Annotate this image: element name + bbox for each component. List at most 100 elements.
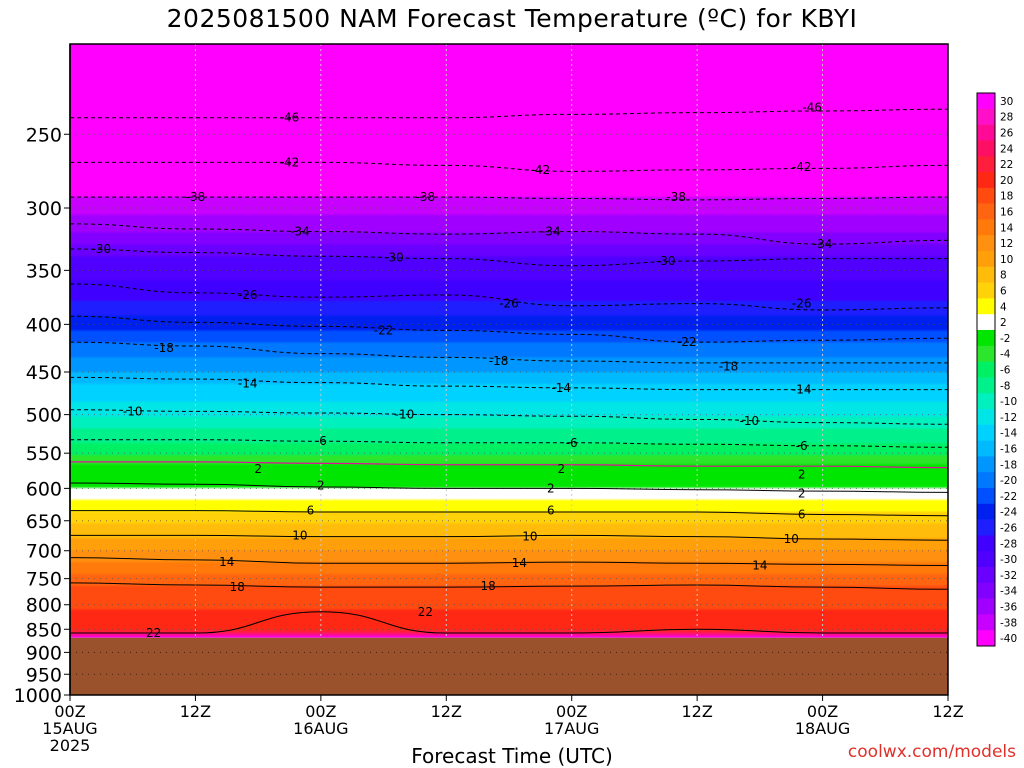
colorbar-swatch	[977, 330, 995, 347]
x-tick-label: 00Z	[556, 702, 587, 721]
x-tick-label: 12Z	[681, 702, 712, 721]
y-tick-label: 550	[26, 443, 62, 465]
contour-label: -42	[280, 155, 300, 169]
colorbar-frame	[976, 92, 996, 647]
colorbar-swatch	[977, 393, 995, 410]
colorbar-swatch	[977, 567, 995, 584]
colorbar-swatch	[977, 472, 995, 489]
contour-label: 18	[480, 579, 495, 593]
contour-label: -38	[666, 190, 686, 204]
isotherm-line	[70, 283, 948, 311]
contour-label: -26	[499, 297, 519, 311]
y-tick-label: 750	[26, 569, 62, 591]
x-tick-label: 15AUG	[42, 719, 97, 738]
x-tick-label: 2025	[50, 736, 91, 755]
isotherm-line	[70, 196, 948, 201]
colorbar-swatch	[977, 235, 995, 252]
contour-label: 22	[146, 626, 161, 640]
y-tick-label: 400	[26, 314, 62, 336]
contour-label: 14	[219, 555, 234, 569]
contour-label: -6	[315, 434, 327, 448]
colorbar-label: -28	[1000, 538, 1017, 550]
colorbar-swatch	[977, 503, 995, 520]
colorbar-swatch	[977, 203, 995, 220]
colorbar-label: -18	[1000, 459, 1017, 471]
colorbar-label: -38	[1000, 617, 1017, 629]
contour-label: -18	[154, 341, 174, 355]
colorbar-swatch	[977, 140, 995, 157]
contour-label: 6	[307, 504, 315, 518]
contour-label: -10	[740, 414, 760, 428]
colorbar-swatch	[977, 630, 995, 647]
isotherm-line	[70, 439, 948, 448]
contour-label: 6	[547, 504, 555, 518]
colorbar-label: 18	[1000, 191, 1013, 203]
contour-label: -22	[677, 335, 697, 349]
colorbar-swatch	[977, 440, 995, 457]
contour-label: 18	[230, 580, 245, 594]
colorbar-swatch	[977, 456, 995, 473]
colorbar-swatch	[977, 298, 995, 315]
terrain-block	[70, 637, 948, 695]
colorbar-label: -36	[1000, 602, 1017, 614]
colorbar-swatch	[977, 108, 995, 125]
colorbar-label: 24	[1000, 143, 1014, 155]
y-tick-label: 500	[26, 405, 62, 427]
y-tick-label: 450	[26, 362, 62, 384]
y-tick-label: 700	[26, 541, 62, 563]
contour-label: 2	[798, 487, 806, 501]
contour-label: -26	[792, 297, 812, 311]
colorbar-label: -4	[1000, 349, 1011, 361]
colorbar-label: 20	[1000, 175, 1013, 187]
y-tick-label: 900	[26, 642, 62, 664]
x-tick-label: 12Z	[932, 702, 963, 721]
contour-label: -42	[792, 160, 812, 174]
contour-label: -34	[813, 237, 833, 251]
contour-label: -6	[566, 436, 578, 450]
contour-label: -22	[374, 323, 394, 337]
y-tick-label: 850	[26, 619, 62, 641]
isotherm-line	[70, 248, 948, 267]
contour-label: -14	[238, 377, 258, 391]
contour-label: -26	[238, 288, 258, 302]
y-tick-label: 650	[26, 511, 62, 533]
isotherm-line	[70, 582, 948, 590]
colorbar-label: 6	[1000, 286, 1007, 298]
credit-link[interactable]: coolwx.com/models	[847, 742, 1016, 762]
contour-label: -18	[719, 360, 739, 374]
colorbar-swatch	[977, 551, 995, 568]
colorbar-swatch	[977, 361, 995, 378]
colorbar-swatch	[977, 251, 995, 268]
x-tick-label: 18AUG	[795, 719, 850, 738]
x-tick-label: 17AUG	[544, 719, 599, 738]
colorbar-label: 10	[1000, 254, 1013, 266]
colorbar-label: 12	[1000, 238, 1013, 250]
contour-label: 2	[547, 481, 555, 495]
colorbar-swatch	[977, 314, 995, 331]
colorbar-swatch	[977, 187, 995, 204]
temperature-fill	[70, 44, 948, 638]
colorbar-label: -32	[1000, 570, 1017, 582]
colorbar-swatch	[977, 424, 995, 441]
colorbar-label: 8	[1000, 270, 1007, 282]
x-axis-title: Forecast Time (UTC)	[411, 744, 613, 768]
contour-label: -46	[802, 101, 822, 115]
colorbar-label: -10	[1000, 396, 1017, 408]
colorbar-label: -26	[1000, 523, 1017, 535]
contour-label: -38	[416, 190, 436, 204]
contour-label: 10	[522, 530, 537, 544]
chart-title: 2025081500 NAM Forecast Temperature (ºC)…	[166, 4, 858, 33]
contour-label: 14	[752, 558, 767, 572]
y-tick-label: 1000	[14, 685, 62, 707]
colorbar-label: -24	[1000, 507, 1017, 519]
isotherm-line	[70, 341, 948, 364]
isotherm-line	[70, 461, 948, 469]
isotherm-line	[70, 557, 948, 566]
colorbar-swatch	[977, 598, 995, 615]
x-tick-label: 12Z	[431, 702, 462, 721]
contour-label: -14	[792, 383, 812, 397]
y-tick-label: 600	[26, 478, 62, 500]
contour-label: 2	[254, 462, 262, 476]
colorbar-label: -16	[1000, 444, 1017, 456]
